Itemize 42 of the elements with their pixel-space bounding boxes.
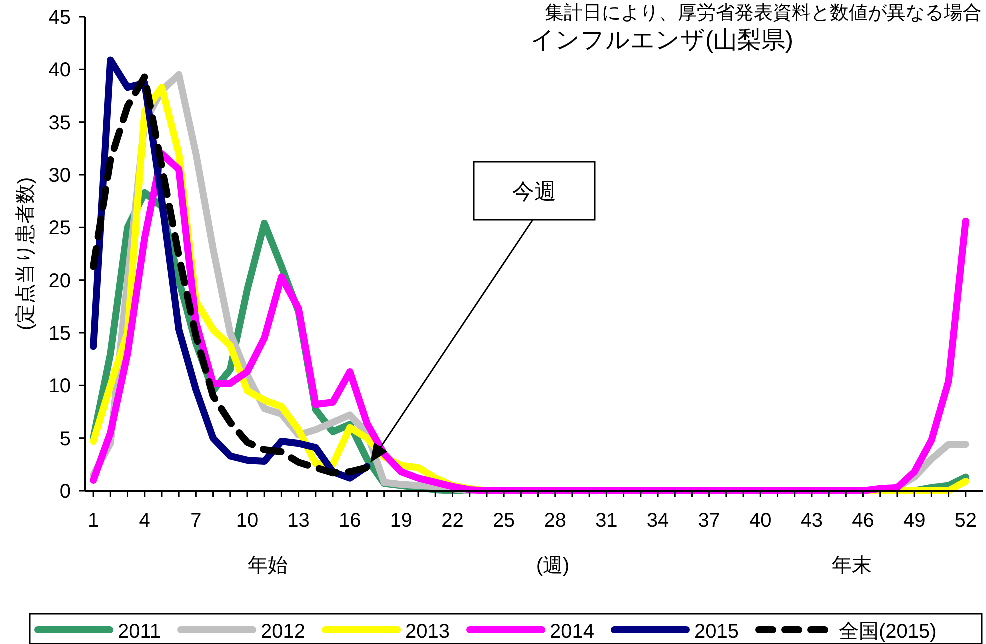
x-tick-label: 28 — [544, 510, 567, 532]
text: 年末 — [832, 555, 872, 577]
y-tick-label: 20 — [48, 270, 71, 292]
x-tick-label: 13 — [288, 510, 310, 532]
chart-title: インフルエンザ(山梨県) — [530, 27, 794, 54]
legend-label: 2014 — [550, 621, 595, 643]
legend-label: 2012 — [261, 621, 306, 643]
y-tick-label: 5 — [60, 428, 71, 450]
x-tick-label: 49 — [903, 510, 926, 532]
x-tick-label: 52 — [954, 510, 978, 532]
x-tick-label: 19 — [390, 510, 413, 532]
legend-label: 2011 — [118, 621, 162, 643]
y-tick-label: 45 — [48, 7, 71, 29]
legend-label: 全国(2015) — [839, 621, 937, 643]
annotation: 今週 — [512, 179, 556, 204]
y-tick-label: 25 — [48, 218, 71, 240]
callout-note: 今週 — [370, 161, 596, 463]
legend-label: 2015 — [694, 621, 740, 643]
x-tick-label: 34 — [646, 510, 670, 532]
x-tick-label: 46 — [852, 510, 874, 532]
x-tick-label: 22 — [442, 510, 464, 532]
text: 年始 — [248, 555, 288, 577]
x-tick-label: 40 — [750, 510, 772, 532]
x-tick-label: 4 — [139, 510, 150, 532]
annotation: 集計日により、厚労省発表資料と数値が異なる場合 — [545, 3, 982, 24]
x-axis-title: (週) — [536, 555, 570, 577]
y-axis-title: (定点当り患者数) — [15, 177, 37, 331]
y-tick-label: 40 — [48, 60, 71, 82]
x-tick-label: 7 — [190, 510, 202, 532]
x-tick-label: 43 — [800, 510, 824, 532]
y-tick-label: 30 — [48, 165, 71, 187]
legend-label: 2013 — [406, 621, 450, 643]
x-tick-label: 1 — [88, 510, 100, 532]
x-tick-label: 10 — [236, 510, 259, 532]
x-tick-label: 31 — [596, 510, 618, 532]
y-tick-label: 15 — [48, 323, 71, 345]
x-tick-label: 16 — [339, 510, 362, 532]
y-tick-label: 35 — [48, 112, 71, 134]
x-tick-label: 25 — [492, 510, 516, 532]
x-tick-label: 37 — [698, 510, 720, 532]
y-tick-label: 0 — [60, 481, 71, 503]
y-tick-label: 10 — [48, 376, 71, 398]
